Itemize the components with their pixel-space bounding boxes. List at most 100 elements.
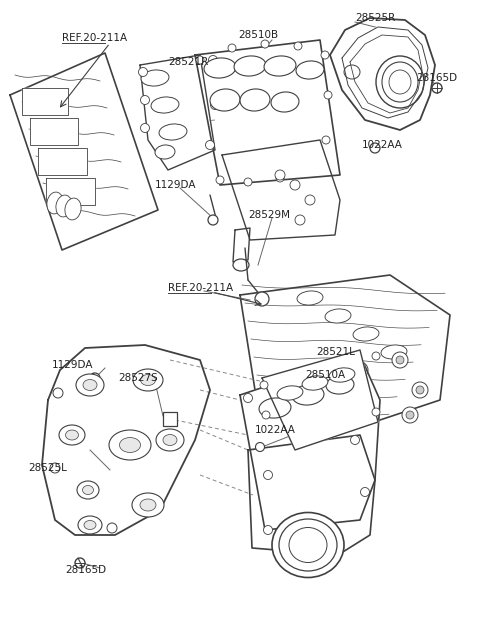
Circle shape — [324, 91, 332, 99]
Polygon shape — [22, 88, 68, 115]
Ellipse shape — [376, 56, 424, 108]
Ellipse shape — [329, 368, 355, 382]
Circle shape — [412, 382, 428, 398]
Circle shape — [264, 526, 273, 534]
Circle shape — [261, 40, 269, 48]
Text: 28521R: 28521R — [168, 57, 208, 67]
Ellipse shape — [381, 345, 407, 359]
Ellipse shape — [382, 62, 418, 102]
Ellipse shape — [133, 369, 163, 391]
Ellipse shape — [325, 309, 351, 323]
Polygon shape — [42, 345, 210, 535]
Circle shape — [392, 352, 408, 368]
Text: 1022AA: 1022AA — [362, 140, 403, 150]
Polygon shape — [10, 53, 158, 250]
Ellipse shape — [159, 124, 187, 140]
Ellipse shape — [240, 89, 270, 111]
FancyBboxPatch shape — [163, 412, 177, 426]
Circle shape — [276, 174, 284, 182]
Ellipse shape — [84, 521, 96, 529]
Polygon shape — [330, 18, 435, 130]
Ellipse shape — [353, 327, 379, 341]
Ellipse shape — [65, 430, 79, 440]
Ellipse shape — [279, 519, 337, 571]
Polygon shape — [140, 55, 215, 170]
Ellipse shape — [56, 195, 72, 217]
Circle shape — [347, 402, 363, 418]
Polygon shape — [30, 118, 78, 145]
Ellipse shape — [289, 528, 327, 562]
Ellipse shape — [132, 493, 164, 517]
Ellipse shape — [65, 198, 81, 220]
Circle shape — [53, 388, 63, 398]
Text: 28510A: 28510A — [305, 370, 345, 380]
Text: REF.20-211A: REF.20-211A — [168, 283, 233, 293]
Text: 28527S: 28527S — [118, 373, 158, 383]
Circle shape — [216, 176, 224, 184]
Ellipse shape — [47, 192, 63, 214]
Ellipse shape — [277, 386, 303, 400]
Text: REF.20-211A: REF.20-211A — [62, 33, 127, 43]
Text: 1022AA: 1022AA — [255, 425, 296, 435]
Circle shape — [321, 51, 329, 59]
Ellipse shape — [259, 398, 291, 418]
Text: 1129DA: 1129DA — [52, 360, 94, 370]
Ellipse shape — [302, 376, 328, 390]
Ellipse shape — [77, 481, 99, 499]
Ellipse shape — [141, 374, 156, 386]
Circle shape — [402, 407, 418, 423]
Ellipse shape — [296, 61, 324, 79]
Circle shape — [372, 408, 380, 416]
Text: 28165D: 28165D — [416, 73, 457, 83]
Ellipse shape — [83, 486, 94, 494]
Text: 28529M: 28529M — [248, 210, 290, 220]
Circle shape — [396, 356, 404, 364]
Circle shape — [432, 83, 442, 93]
Ellipse shape — [234, 56, 266, 76]
Circle shape — [264, 471, 273, 479]
Polygon shape — [350, 35, 422, 113]
Ellipse shape — [120, 438, 141, 452]
Ellipse shape — [151, 97, 179, 113]
Text: 1129DA: 1129DA — [155, 180, 196, 190]
Circle shape — [406, 411, 414, 419]
Ellipse shape — [233, 259, 249, 271]
Circle shape — [294, 42, 302, 50]
Circle shape — [90, 373, 100, 383]
Circle shape — [196, 56, 204, 64]
Ellipse shape — [297, 291, 323, 305]
Ellipse shape — [326, 376, 354, 394]
Circle shape — [356, 366, 364, 374]
Circle shape — [360, 488, 370, 496]
Circle shape — [370, 143, 380, 153]
Circle shape — [255, 442, 264, 451]
Circle shape — [75, 558, 85, 568]
Ellipse shape — [76, 374, 104, 396]
Ellipse shape — [163, 434, 177, 446]
Text: 28525L: 28525L — [28, 463, 67, 473]
Text: 28165D: 28165D — [65, 565, 106, 575]
Ellipse shape — [210, 89, 240, 111]
Ellipse shape — [156, 429, 184, 451]
Circle shape — [141, 96, 149, 104]
Polygon shape — [240, 355, 380, 530]
Circle shape — [352, 362, 368, 378]
Ellipse shape — [59, 425, 85, 445]
Circle shape — [416, 386, 424, 394]
Text: 28525R: 28525R — [355, 13, 395, 23]
Circle shape — [139, 68, 147, 76]
Circle shape — [372, 352, 380, 360]
Ellipse shape — [141, 70, 169, 86]
Ellipse shape — [264, 56, 296, 76]
Polygon shape — [46, 178, 95, 205]
Text: 28510B: 28510B — [238, 30, 278, 40]
Ellipse shape — [155, 145, 175, 159]
Ellipse shape — [272, 512, 344, 578]
Ellipse shape — [389, 70, 411, 94]
Circle shape — [107, 523, 117, 533]
Polygon shape — [248, 435, 375, 555]
Circle shape — [322, 136, 330, 144]
Polygon shape — [38, 148, 87, 175]
Text: 28521L: 28521L — [316, 347, 355, 357]
Circle shape — [244, 178, 252, 186]
